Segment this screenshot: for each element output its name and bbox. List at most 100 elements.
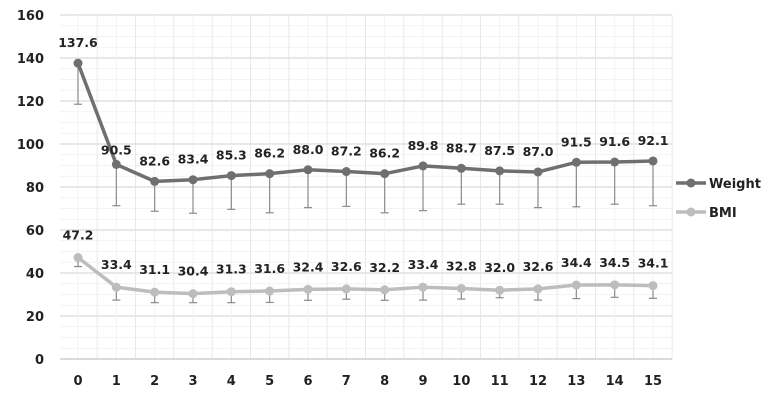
data-point (380, 169, 390, 179)
legend-item-bmi: BMI (676, 206, 737, 221)
data-point (571, 157, 581, 167)
data-point (226, 171, 236, 181)
data-point (226, 287, 236, 297)
legend-label: Weight (709, 177, 761, 192)
x-tick-label: 3 (188, 374, 197, 389)
data-label: 87.5 (484, 143, 515, 158)
x-tick-label: 0 (73, 374, 82, 389)
legend-swatch-marker (686, 207, 696, 217)
data-label: 91.6 (599, 134, 630, 149)
data-point (533, 284, 543, 294)
y-tick-label: 20 (26, 310, 44, 325)
y-axis: 0 20 40 60 80 100 120 140 160 (17, 9, 44, 368)
data-point (150, 287, 160, 297)
legend-label: BMI (709, 206, 737, 221)
data-label: 88.0 (293, 142, 324, 157)
data-point (111, 159, 121, 169)
data-point (610, 280, 620, 290)
y-tick-label: 120 (17, 95, 44, 110)
data-point (265, 169, 275, 179)
y-tick-label: 60 (26, 224, 44, 239)
data-label: 91.5 (561, 134, 592, 149)
data-label: 30.4 (178, 264, 209, 279)
data-point (188, 175, 198, 185)
data-point (495, 166, 505, 176)
legend-item-weight: Weight (676, 177, 761, 192)
data-label: 32.6 (331, 259, 362, 274)
data-point (648, 281, 658, 291)
data-label: 86.2 (254, 146, 285, 161)
x-tick-label: 11 (491, 374, 509, 389)
legend-swatch-marker (686, 178, 696, 188)
legend: Weight BMI (676, 177, 761, 221)
series-bmi: 47.2 33.4 31.1 30.4 31.3 31.6 32.4 32.6 32.2 33.4… (63, 228, 669, 304)
series-line (76, 62, 654, 184)
data-point (610, 157, 620, 167)
data-label: 137.6 (58, 35, 98, 50)
data-point (341, 167, 351, 177)
data-label: 33.4 (101, 257, 132, 272)
data-point (418, 282, 428, 292)
data-point (303, 165, 313, 175)
data-point (418, 161, 428, 171)
data-label: 86.2 (369, 146, 400, 161)
data-label: 33.4 (408, 257, 439, 272)
y-tick-label: 40 (26, 267, 44, 282)
data-point (73, 253, 83, 263)
x-tick-label: 14 (606, 374, 624, 389)
data-label: 89.8 (408, 138, 439, 153)
data-point (380, 285, 390, 295)
x-tick-label: 9 (418, 374, 427, 389)
series-layer: 137.6 90.5 82.6 83.4 85.3 86.2 88.0 87.2 86.2 89.… (58, 35, 669, 304)
x-tick-label: 5 (265, 374, 274, 389)
data-label: 92.1 (638, 133, 669, 148)
x-tick-label: 7 (342, 374, 351, 389)
series-line (76, 256, 654, 296)
x-tick-label: 8 (380, 374, 389, 389)
data-point (495, 285, 505, 295)
data-point (648, 156, 658, 166)
data-label: 82.6 (139, 153, 170, 168)
y-tick-label: 160 (17, 9, 44, 24)
y-tick-label: 0 (35, 353, 44, 368)
data-point (456, 283, 466, 293)
data-label: 32.4 (293, 259, 324, 274)
data-point (456, 163, 466, 173)
x-tick-label: 10 (452, 374, 470, 389)
data-point (533, 167, 543, 177)
data-label: 34.4 (561, 255, 592, 270)
data-label: 87.2 (331, 144, 362, 159)
data-label: 90.5 (101, 142, 132, 157)
data-label: 85.3 (216, 148, 247, 163)
data-point (265, 286, 275, 296)
x-tick-label: 1 (112, 374, 121, 389)
y-tick-label: 100 (17, 138, 44, 153)
data-label: 87.0 (523, 144, 554, 159)
data-label: 31.6 (254, 261, 285, 276)
data-label: 32.0 (484, 260, 515, 275)
data-label: 31.3 (216, 262, 247, 277)
data-label: 47.2 (63, 228, 94, 243)
x-tick-label: 2 (150, 374, 159, 389)
x-tick-label: 6 (303, 374, 312, 389)
data-point (341, 284, 351, 294)
data-label: 31.1 (139, 262, 170, 277)
data-point (73, 58, 83, 68)
data-point (571, 280, 581, 290)
data-label: 88.7 (446, 140, 477, 155)
data-label: 83.4 (178, 152, 209, 167)
x-tick-label: 12 (529, 374, 547, 389)
data-point (303, 284, 313, 294)
data-label: 34.5 (599, 255, 630, 270)
y-tick-label: 140 (17, 52, 44, 67)
x-axis: 0 1 2 3 4 5 6 7 8 9 10 11 12 13 14 15 (73, 374, 662, 389)
x-tick-label: 15 (644, 374, 662, 389)
data-label: 34.1 (638, 256, 669, 271)
y-tick-label: 80 (26, 181, 44, 196)
data-point (111, 282, 121, 292)
data-point (150, 176, 160, 186)
data-label: 32.2 (369, 260, 400, 275)
gridlines (60, 14, 673, 360)
x-tick-label: 4 (227, 374, 236, 389)
